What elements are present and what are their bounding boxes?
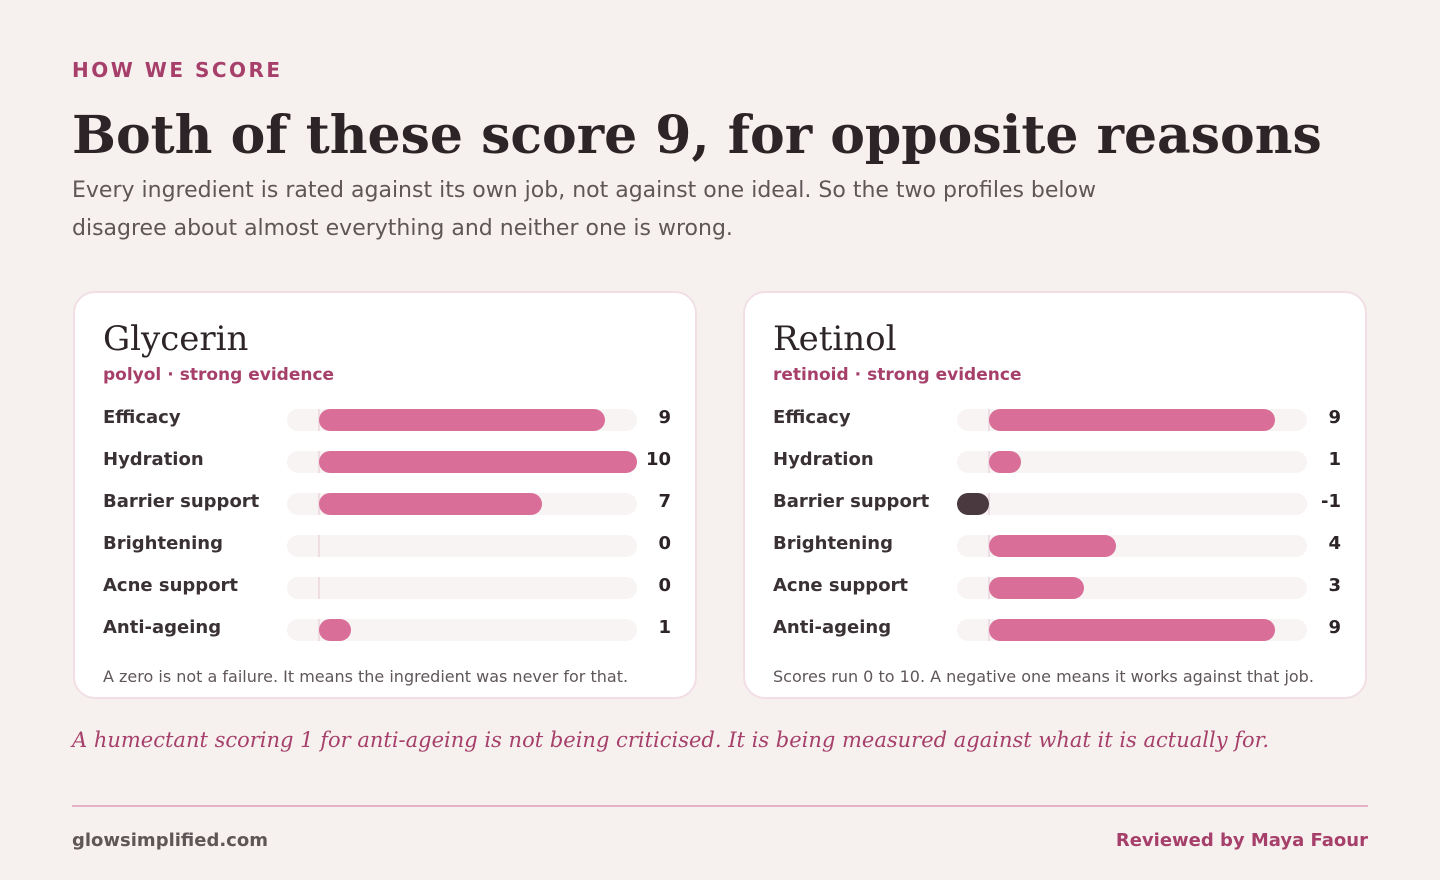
zero-line	[317, 577, 320, 599]
score-bar	[988, 409, 1276, 431]
score-value: 0	[658, 575, 671, 596]
footer-divider	[72, 805, 1368, 807]
score-value: 4	[1328, 533, 1341, 554]
ingredient-card-glycerin: Glycerin polyol · strong evidence Efficacy…	[73, 291, 697, 699]
ingredient-name: Retinol	[773, 319, 897, 359]
separator-dot: ·	[854, 365, 862, 385]
page-title: Both of these score 9, for opposite reas…	[72, 105, 1322, 166]
score-value: 1	[658, 617, 671, 638]
score-bar	[988, 451, 1021, 473]
score-track	[287, 409, 637, 431]
score-track	[957, 619, 1307, 641]
score-track	[957, 493, 1307, 515]
score-row: Efficacy 9	[773, 399, 1341, 441]
evidence-level: strong evidence	[179, 365, 335, 385]
score-row: Acne support 3	[773, 567, 1341, 609]
site-name: glowsimplified.com	[72, 830, 268, 851]
score-row: Hydration 1	[773, 441, 1341, 483]
score-row: Brightening 4	[773, 525, 1341, 567]
score-row: Barrier support -1	[773, 483, 1341, 525]
score-row: Efficacy 9	[103, 399, 671, 441]
reviewer-credit: Reviewed by Maya Faour	[1115, 830, 1368, 851]
score-label: Hydration	[773, 449, 874, 470]
score-label: Efficacy	[103, 407, 181, 428]
score-bar	[318, 409, 606, 431]
score-row: Brightening 0	[103, 525, 671, 567]
score-value: 9	[1328, 407, 1341, 428]
score-track	[287, 619, 637, 641]
score-value: 10	[645, 449, 671, 470]
card-note: Scores run 0 to 10. A negative one means…	[773, 667, 1314, 686]
score-label: Acne support	[773, 575, 909, 596]
score-row: Anti-ageing 1	[103, 609, 671, 651]
page-subtitle: Every ingredient is rated against its ow…	[72, 178, 1096, 241]
score-label: Hydration	[103, 449, 204, 470]
score-value: 3	[1328, 575, 1341, 596]
score-track	[957, 535, 1307, 557]
score-bar	[988, 619, 1276, 641]
section-eyebrow: HOW WE SCORE	[72, 58, 283, 82]
score-track	[957, 409, 1307, 431]
score-chart: Efficacy 9 Hydration 10 Barrier support 7 Brig…	[103, 399, 671, 651]
score-bar	[988, 535, 1117, 557]
score-label: Anti-ageing	[773, 617, 892, 638]
ingredient-tags: retinoid · strong evidence	[773, 365, 1021, 385]
score-value: 1	[1328, 449, 1341, 470]
score-track	[957, 577, 1307, 599]
score-label: Anti-ageing	[103, 617, 222, 638]
zero-line	[987, 493, 990, 515]
separator-dot: ·	[167, 365, 174, 385]
score-chart: Efficacy 9 Hydration 1 Barrier support -1 Brig…	[773, 399, 1341, 651]
card-note: A zero is not a failure. It means the in…	[103, 667, 629, 686]
ingredient-category: polyol	[103, 365, 162, 385]
score-row: Hydration 10	[103, 441, 671, 483]
score-bar	[957, 493, 989, 515]
score-value: 0	[658, 533, 671, 554]
score-label: Barrier support	[773, 491, 930, 512]
score-bar	[318, 619, 351, 641]
pull-quote: A humectant scoring 1 for anti-ageing is…	[72, 728, 1270, 752]
score-track	[287, 577, 637, 599]
score-value: 9	[1328, 617, 1341, 638]
ingredient-tags: polyol · strong evidence	[103, 365, 334, 385]
score-bar	[988, 577, 1085, 599]
score-label: Acne support	[103, 575, 239, 596]
score-track	[957, 451, 1307, 473]
score-row: Acne support 0	[103, 567, 671, 609]
zero-line	[317, 535, 320, 557]
score-label: Efficacy	[773, 407, 851, 428]
evidence-level: strong evidence	[867, 365, 1022, 385]
score-track	[287, 451, 637, 473]
score-label: Barrier support	[103, 491, 260, 512]
score-label: Brightening	[773, 533, 893, 554]
score-value: -1	[1321, 491, 1341, 512]
score-track	[287, 535, 637, 557]
score-value: 9	[658, 407, 671, 428]
score-value: 7	[658, 491, 671, 512]
score-track	[287, 493, 637, 515]
ingredient-name: Glycerin	[103, 319, 249, 359]
score-bar	[318, 493, 542, 515]
ingredient-category: retinoid	[773, 365, 849, 385]
ingredient-card-retinol: Retinol retinoid · strong evidence Efficac…	[743, 291, 1367, 699]
score-bar	[318, 451, 637, 473]
score-row: Anti-ageing 9	[773, 609, 1341, 651]
score-label: Brightening	[103, 533, 223, 554]
score-row: Barrier support 7	[103, 483, 671, 525]
